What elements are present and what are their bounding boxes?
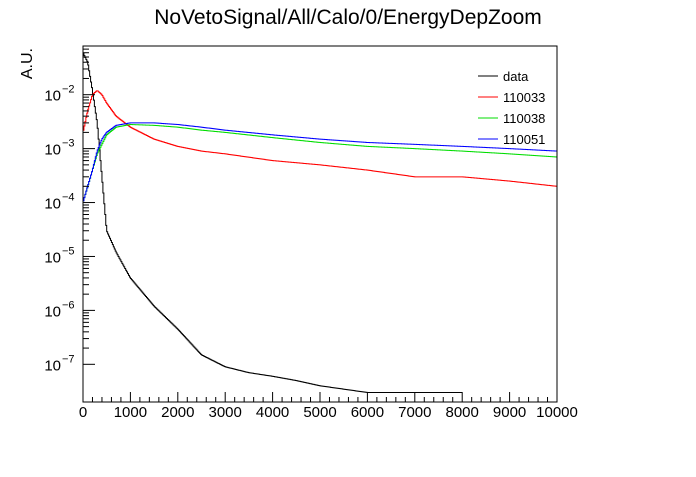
x-tick-label: 0 xyxy=(79,404,87,421)
y-tick-exponent: −7 xyxy=(62,353,75,365)
y-tick-label: 10 xyxy=(44,249,61,266)
y-axis: 10−710−610−510−410−310−2 xyxy=(44,48,95,374)
x-tick-label: 4000 xyxy=(256,404,289,421)
y-tick-label: 10 xyxy=(44,196,61,213)
x-tick-label: 8000 xyxy=(446,404,479,421)
chart-title: NoVetoSignal/All/Calo/0/EnergyDepZoom xyxy=(154,6,542,29)
x-tick-label: 1000 xyxy=(114,404,147,421)
x-tick-label: 5000 xyxy=(303,404,336,421)
y-axis-label: A.U. xyxy=(19,48,36,79)
y-tick-label: 10 xyxy=(44,303,61,320)
legend-label: 110038 xyxy=(503,111,545,126)
plot-area xyxy=(83,53,557,394)
y-tick-label: 10 xyxy=(44,88,61,105)
y-tick-exponent: −4 xyxy=(62,192,75,204)
x-tick-label: 7000 xyxy=(398,404,431,421)
y-tick-exponent: −6 xyxy=(62,299,75,311)
series-line-110033 xyxy=(83,90,557,187)
y-tick-label: 10 xyxy=(44,142,61,159)
x-tick-label: 6000 xyxy=(351,404,384,421)
y-tick-exponent: −5 xyxy=(62,245,75,257)
y-tick-exponent: −3 xyxy=(62,138,75,150)
legend-label: 110051 xyxy=(503,132,545,147)
legend-label: data xyxy=(503,69,529,84)
y-tick-label: 10 xyxy=(44,357,61,374)
legend-label: 110033 xyxy=(503,90,545,105)
y-tick-exponent: −2 xyxy=(62,84,75,96)
series-line-data xyxy=(83,53,463,394)
x-tick-label: 2000 xyxy=(161,404,194,421)
series-line-110051 xyxy=(83,122,557,202)
x-tick-label: 9000 xyxy=(493,404,526,421)
legend: data 110033 110038 110051 xyxy=(478,69,545,147)
x-tick-label: 10000 xyxy=(536,404,578,421)
x-axis: 0 1000 2000 3000 4000 5000 6000 7000 8000 9000 100… xyxy=(79,392,578,421)
series-line-110038 xyxy=(83,124,557,202)
x-tick-label: 3000 xyxy=(209,404,242,421)
